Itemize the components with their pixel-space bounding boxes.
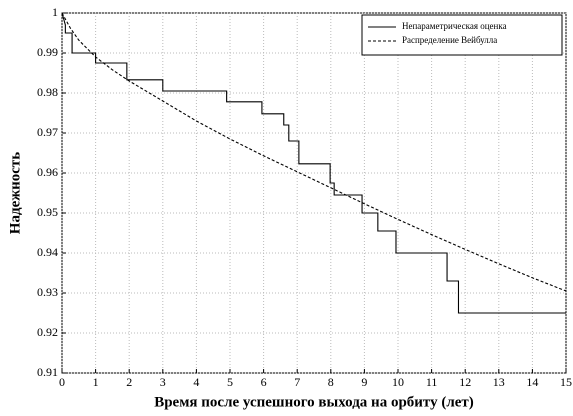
x-tick-label: 13 xyxy=(493,375,505,389)
legend-label: Непараметрическая оценка xyxy=(402,21,507,31)
x-tick-label: 15 xyxy=(560,375,572,389)
y-tick-label: 0.93 xyxy=(37,285,58,299)
x-tick-label: 3 xyxy=(160,375,166,389)
y-tick-label: 0.95 xyxy=(37,205,58,219)
x-tick-label: 12 xyxy=(459,375,471,389)
y-tick-label: 0.96 xyxy=(37,165,58,179)
series-line xyxy=(61,12,566,314)
x-tick-label: 11 xyxy=(426,375,438,389)
x-tick-label: 5 xyxy=(227,375,233,389)
legend-box xyxy=(361,14,563,56)
x-tick-label: 2 xyxy=(126,375,132,389)
x-tick-label: 8 xyxy=(328,375,334,389)
x-tick-label: 10 xyxy=(392,375,404,389)
y-tick-label: 0.97 xyxy=(37,125,58,139)
y-axis-label: Надежность xyxy=(7,152,23,234)
legend-label: Распределение Вейбулла xyxy=(402,35,497,45)
y-tick-label: 1 xyxy=(52,5,58,19)
x-tick-label: 6 xyxy=(261,375,267,389)
y-tick-label: 0.98 xyxy=(37,85,58,99)
y-tick-label: 0.99 xyxy=(37,45,58,59)
series-line xyxy=(61,12,567,292)
x-tick-label: 7 xyxy=(294,375,300,389)
plot-frame xyxy=(61,12,567,374)
x-tick-label: 9 xyxy=(361,375,367,389)
x-axis-label: Время после успешного выхода на орбиту (… xyxy=(154,394,474,410)
x-tick-label: 14 xyxy=(526,375,538,389)
x-tick-label: 4 xyxy=(193,375,199,389)
y-tick-label: 0.92 xyxy=(37,325,58,339)
x-tick-label: 0 xyxy=(59,375,65,389)
y-tick-label: 0.94 xyxy=(37,245,58,259)
x-tick-label: 1 xyxy=(93,375,99,389)
y-tick-label: 0.91 xyxy=(37,365,58,379)
